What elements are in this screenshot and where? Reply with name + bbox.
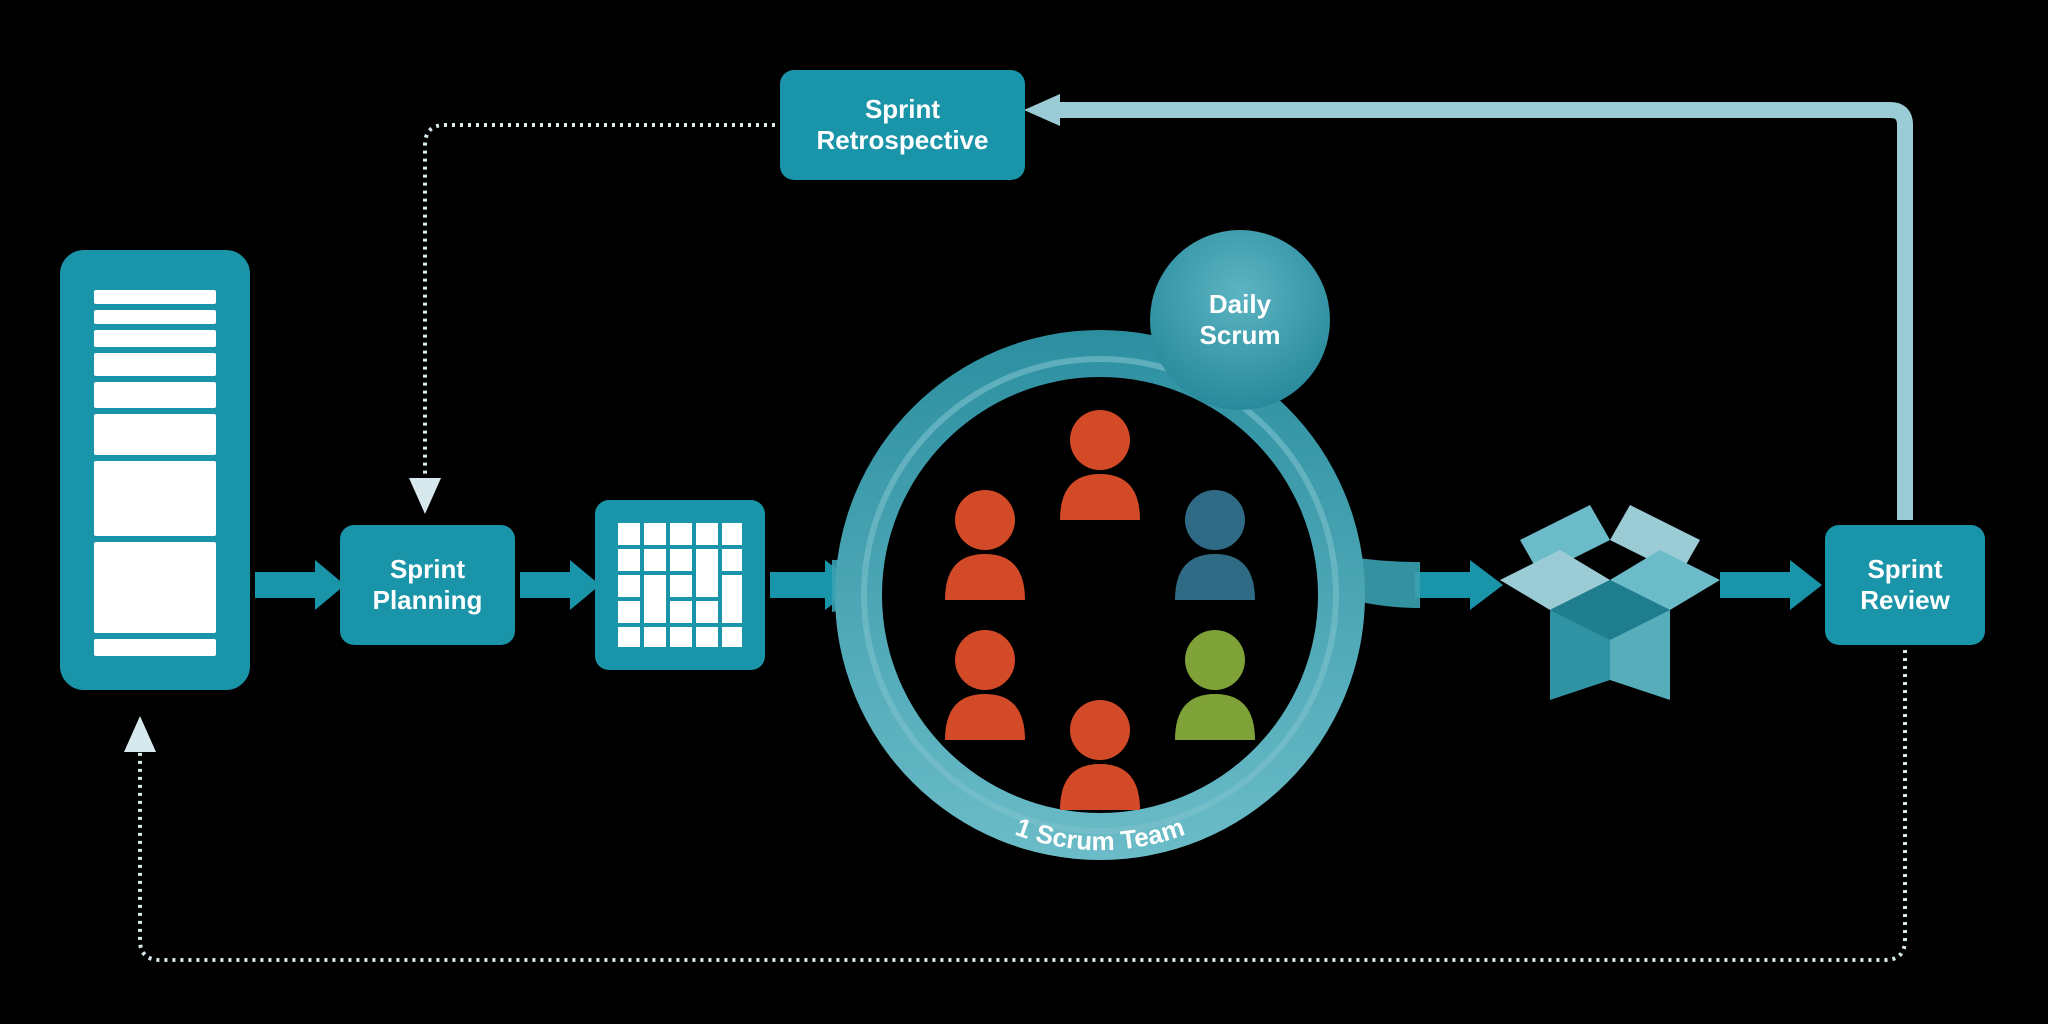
grid-icon <box>618 523 742 647</box>
daily-scrum-bubble: Daily Scrum <box>1150 230 1330 410</box>
sprint-backlog-grid <box>595 500 765 670</box>
arrow-increment-to-review <box>1720 560 1822 610</box>
product-backlog <box>60 250 250 690</box>
arrow-backlog-to-planning <box>255 560 345 610</box>
daily-scrum-label: Daily Scrum <box>1200 289 1281 351</box>
sprint-planning-node: Sprint Planning <box>340 525 515 645</box>
sprint-retrospective-node: Sprint Retrospective <box>780 70 1025 180</box>
increment-box-icon <box>1500 470 1720 700</box>
arrow-team-to-increment <box>1415 560 1503 610</box>
scrum-team-ring: 1 Scrum Team <box>825 320 1375 880</box>
arrow-retro-to-planning <box>425 125 775 490</box>
sprint-retro-label: Sprint Retrospective <box>817 94 989 156</box>
diagram-canvas: Sprint Planning <box>0 0 2048 1024</box>
sprint-planning-label: Sprint Planning <box>373 554 483 616</box>
arrow-planning-to-sprintbacklog <box>520 560 600 610</box>
sprint-review-label: Sprint Review <box>1860 554 1950 616</box>
sprint-review-node: Sprint Review <box>1825 525 1985 645</box>
